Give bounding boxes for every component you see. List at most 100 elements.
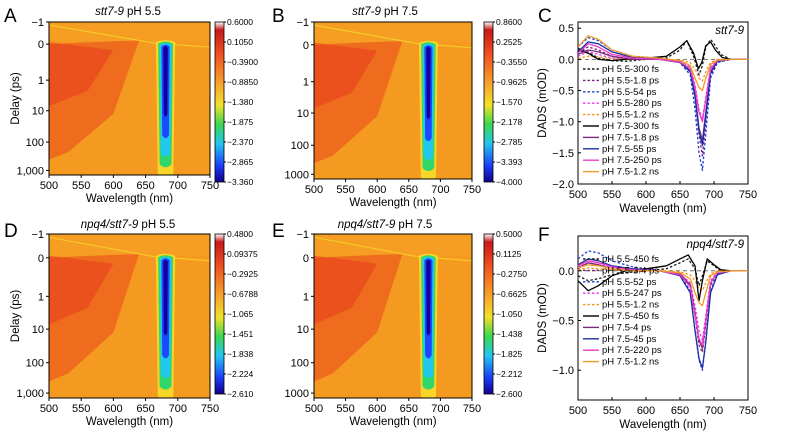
x-tick-label: 650	[136, 403, 154, 415]
plot-frame	[48, 233, 211, 399]
chirp-line	[49, 24, 210, 48]
legend-label: pH 7.5-250 ps	[602, 155, 662, 166]
x-tick-label: 550	[72, 403, 90, 415]
colorbar-tick-label: −1.875	[227, 117, 254, 127]
x-tick-label: 550	[72, 180, 90, 192]
y-tick-label: −0.5	[552, 86, 574, 98]
legend-label: pH 5.5-52 ps	[602, 277, 657, 288]
panel-title-rest: pH 5.5	[138, 219, 175, 231]
legend-label: pH 5.5-300 fs	[602, 64, 659, 75]
y-tick-label: 0.0	[559, 266, 574, 278]
y-tick-label: −1.5	[552, 148, 574, 160]
legend-label: pH 5.5-1.2 ns	[602, 300, 659, 311]
y-tick-label: 100	[26, 137, 44, 149]
x-tick-label: 500	[40, 403, 58, 415]
y-tick-label: 10	[32, 324, 44, 336]
x-tick-label: 750	[739, 189, 757, 201]
y-tick-label: 1	[303, 291, 309, 303]
legend-label: pH 7.5-1.8 ps	[602, 132, 659, 143]
legend-label: pH 7.5-4 ps	[602, 322, 651, 333]
panel-title: stt7-9 pH 7.5	[352, 6, 418, 18]
y-tick-label: −1	[296, 17, 309, 29]
series-line-1	[578, 38, 748, 76]
colorbar-tick-label: −1.380	[227, 97, 254, 107]
y-tick-label: 0.5	[559, 23, 574, 35]
y-tick-label: 100	[291, 358, 309, 370]
colorbar-tick-label: 0.5000	[496, 229, 522, 239]
panel-label: D	[4, 221, 18, 242]
pre-zero-band	[49, 22, 210, 42]
panel-label: E	[272, 221, 285, 242]
plot-frame	[313, 233, 473, 399]
legend-label: pH 5.5-450 fs	[602, 254, 659, 265]
y-tick-label: 1,000	[16, 388, 44, 400]
y-axis-label: DADS (mOD)	[537, 283, 549, 353]
x-axis-label: Wavelength (nm)	[86, 193, 173, 205]
x-tick-label: 500	[569, 405, 587, 417]
x-tick-label: 600	[637, 405, 655, 417]
y-tick-label: 1000	[285, 388, 309, 400]
y-tick-label: 1	[303, 77, 309, 89]
colorbar-tick-label: −0.2925	[227, 269, 258, 279]
colorbar-tick-label: −1.438	[496, 329, 523, 339]
legend-label: pH 5.5-1.8 ps	[602, 75, 659, 86]
colorbar-tick-label: −0.6625	[496, 289, 527, 299]
y-tick-label: −1	[31, 229, 44, 241]
x-tick-label: 550	[603, 405, 621, 417]
x-axis-label: Wavelength (nm)	[619, 203, 706, 215]
bleach-band-layer-5	[426, 259, 431, 336]
series-line-8	[578, 41, 748, 147]
bleach-band-layer-5	[426, 46, 431, 120]
x-tick-label: 500	[40, 180, 58, 192]
colorbar-tick-label: −2.224	[227, 369, 254, 379]
heatmap-image	[314, 22, 472, 179]
y-axis-label: Delay (ps)	[10, 72, 22, 125]
x-axis-label: Wavelength (nm)	[349, 197, 436, 209]
colorbar-tick-label: 0.6000	[227, 17, 253, 27]
x-axis-label: Wavelength (nm)	[349, 416, 436, 428]
colorbar-tick-label: −2.178	[496, 117, 523, 127]
colorbar-tick-label: −1.838	[227, 349, 254, 359]
x-tick-label: 650	[671, 189, 689, 201]
colorbar	[214, 233, 225, 395]
colorbar-tick-label: 0.09375	[227, 249, 258, 259]
y-tick-label: −1	[296, 229, 309, 241]
plot-frame	[48, 21, 211, 176]
y-tick-label: 1,000	[16, 165, 44, 177]
panel-title-rest: pH 7.5	[395, 219, 432, 231]
panel-title: npq4/stt7-9 pH 5.5	[81, 219, 176, 231]
colorbar-tick-label: −3.360	[227, 177, 254, 187]
x-tick-label: 650	[136, 180, 154, 192]
panel-title-rest: pH 5.5	[124, 6, 161, 18]
pre-zero-band	[314, 22, 472, 42]
heatmap-red-core	[314, 42, 378, 109]
y-tick-label: 10	[32, 106, 44, 118]
legend-label: pH 5.5-3.4 ps	[602, 265, 659, 276]
y-tick-label: 1	[38, 75, 44, 87]
y-tick-label: 100	[26, 358, 44, 370]
x-tick-label: 700	[431, 184, 449, 196]
x-tick-label: 750	[463, 184, 481, 196]
y-tick-label: −1	[31, 17, 44, 29]
series-line-10	[578, 264, 748, 307]
series-line-6	[578, 40, 748, 70]
colorbar-tick-label: −1.050	[496, 309, 523, 319]
panel-label: C	[538, 6, 552, 27]
y-tick-label: 1000	[285, 169, 309, 181]
panel-label: F	[538, 225, 550, 246]
heatmap-image	[49, 234, 210, 398]
heatmap-image	[49, 22, 210, 175]
series-line-5	[578, 267, 748, 292]
legend-label: pH 7.5-1.2 ns	[602, 167, 659, 178]
colorbar-tick-label: −0.3900	[227, 57, 258, 67]
y-tick-label: 10	[297, 324, 309, 336]
legend-label: pH 7.5-220 ps	[602, 345, 662, 356]
x-tick-label: 500	[305, 403, 323, 415]
panel-title: stt7-9	[715, 25, 744, 37]
colorbar-tick-label: 0.1125	[496, 249, 522, 259]
panel-title: npq4/stt7-9	[686, 239, 744, 251]
